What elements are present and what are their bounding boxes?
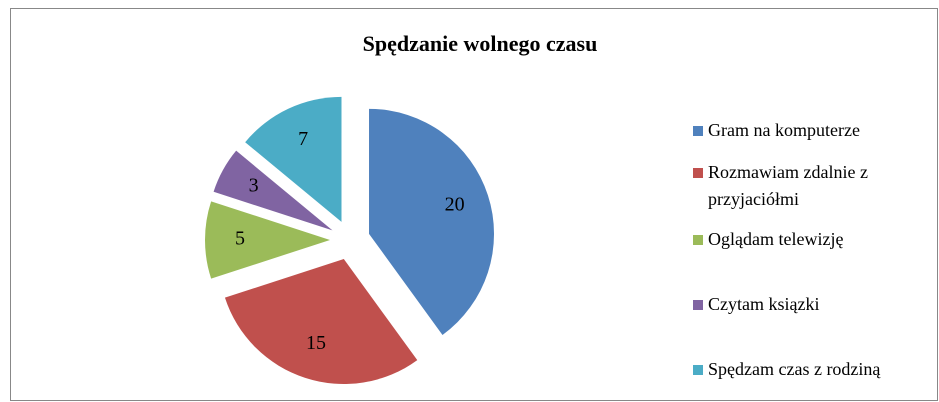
- legend-swatch: [693, 168, 703, 178]
- legend-swatch: [693, 300, 703, 310]
- legend-entry: Spędzam czas z rodziną: [693, 356, 939, 383]
- legend-entry: Gram na komputerze: [693, 117, 939, 144]
- legend-swatch: [693, 235, 703, 245]
- legend-entry: Czytam ksiązki: [693, 291, 939, 318]
- data-label: 15: [306, 332, 326, 354]
- legend-label: Rozmawiam zdalnie z przyjaciółmi: [708, 162, 868, 209]
- pie-slice: [369, 108, 495, 335]
- pie-slice: [245, 96, 342, 222]
- legend-entry: Oglądam telewizję: [693, 226, 939, 253]
- legend-entry: Rozmawiam zdalnie z przyjaciółmi: [693, 159, 939, 213]
- frame-border: [10, 8, 938, 401]
- legend-label: Oglądam telewizję: [708, 229, 844, 249]
- chart-title: Spędzanie wolnego czasu: [363, 31, 598, 56]
- data-label: 20: [445, 194, 465, 216]
- pie-slice: [204, 201, 330, 279]
- pie-slice: [224, 259, 418, 385]
- legend-swatch: [693, 365, 703, 375]
- legend-label: Czytam ksiązki: [708, 294, 820, 314]
- data-label: 7: [298, 128, 308, 150]
- legend-label: Spędzam czas z rodziną: [708, 359, 881, 379]
- data-label: 3: [249, 175, 259, 197]
- pie-slice: [213, 150, 333, 231]
- legend-label: Gram na komputerze: [708, 120, 860, 140]
- data-label: 5: [235, 228, 245, 250]
- legend-swatch: [693, 126, 703, 136]
